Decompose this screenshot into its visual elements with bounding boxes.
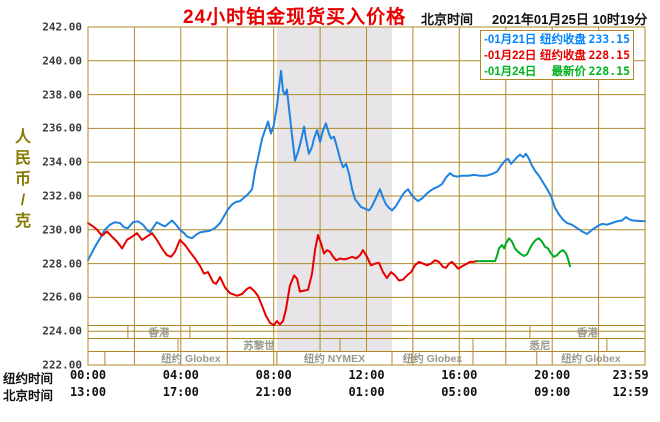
legend-label: 纽约收盘 xyxy=(540,50,586,62)
y-axis-label: 222.00 xyxy=(42,358,82,372)
svg-text:纽约 Globex: 纽约 Globex xyxy=(561,352,621,365)
y-axis-label: 230.00 xyxy=(42,223,82,237)
x-tick-label-bj: 05:00 xyxy=(441,385,478,399)
y-axis-label: 232.00 xyxy=(42,189,82,203)
y-axis-label: 242.00 xyxy=(42,20,82,34)
legend-date: -01月21日 xyxy=(484,34,537,46)
svg-text:纽约 Globex: 纽约 Globex xyxy=(161,352,221,365)
x-tick-label-ny: 20:00 xyxy=(534,368,571,382)
legend-value: 228.15 xyxy=(588,64,630,78)
x-tick-label-bj: 17:00 xyxy=(162,385,199,399)
x-tick-label-ny: 12:00 xyxy=(348,368,385,382)
y-axis-unit-label: 人民币 / 克 xyxy=(14,129,31,230)
x-tick-label-ny: 16:00 xyxy=(441,368,478,382)
x-tick-label-bj: 09:00 xyxy=(534,385,571,399)
ny-time-row-label: 纽约时间 xyxy=(3,372,54,386)
svg-text:悉尼: 悉尼 xyxy=(529,339,551,352)
y-axis-label: 224.00 xyxy=(42,324,82,338)
page-title: 24小时铂金现货买入价格 xyxy=(183,7,407,28)
x-tick-label-bj: 21:00 xyxy=(255,385,292,399)
legend-label: 最新价 xyxy=(551,66,587,78)
legend-date: -01月24日 xyxy=(484,66,537,78)
svg-text:苏黎世: 苏黎世 xyxy=(243,339,275,352)
x-tick-label-ny: 23:59 xyxy=(612,368,649,382)
legend-item-jan21: -01月21日 纽约收盘 233.15 xyxy=(481,31,633,47)
legend-value: 228.15 xyxy=(588,48,630,62)
x-tick-label-bj: 12:59 xyxy=(612,385,649,399)
svg-text:纽约 Globex: 纽约 Globex xyxy=(403,352,463,365)
legend-item-jan24: -01月24日 最新价 228.15 xyxy=(481,63,633,79)
svg-text:香港: 香港 xyxy=(576,326,598,339)
y-axis-label: 240.00 xyxy=(42,54,82,68)
beijing-time-value: 2021年01月25日 10时19分 xyxy=(492,12,648,27)
x-tick-label-bj: 01:00 xyxy=(348,385,385,399)
y-axis-label: 236.00 xyxy=(42,121,82,135)
x-tick-label-ny: 08:00 xyxy=(255,368,292,382)
svg-text:香港: 香港 xyxy=(147,326,169,339)
legend-label: 纽约收盘 xyxy=(540,34,586,46)
beijing-time-label: 北京时间 xyxy=(421,12,474,27)
y-axis-label: 226.00 xyxy=(42,290,82,304)
x-tick-label-ny: 04:00 xyxy=(162,368,199,382)
y-axis-label: 234.00 xyxy=(42,155,82,169)
bj-time-row-label: 北京时间 xyxy=(3,389,54,403)
legend-date: -01月22日 xyxy=(484,50,537,62)
y-axis-label: 228.00 xyxy=(42,257,82,271)
y-axis-label: 238.00 xyxy=(42,88,82,102)
legend-item-jan22: -01月22日 纽约收盘 228.15 xyxy=(481,47,633,63)
legend-value: 233.15 xyxy=(588,32,630,46)
legend-box: -01月21日 纽约收盘 233.15 -01月22日 纽约收盘 228.15 … xyxy=(480,30,634,80)
x-tick-label-ny: 00:00 xyxy=(69,368,107,382)
svg-text:纽约 NYMEX: 纽约 NYMEX xyxy=(304,352,365,365)
x-tick-label-bj: 13:00 xyxy=(69,385,107,399)
